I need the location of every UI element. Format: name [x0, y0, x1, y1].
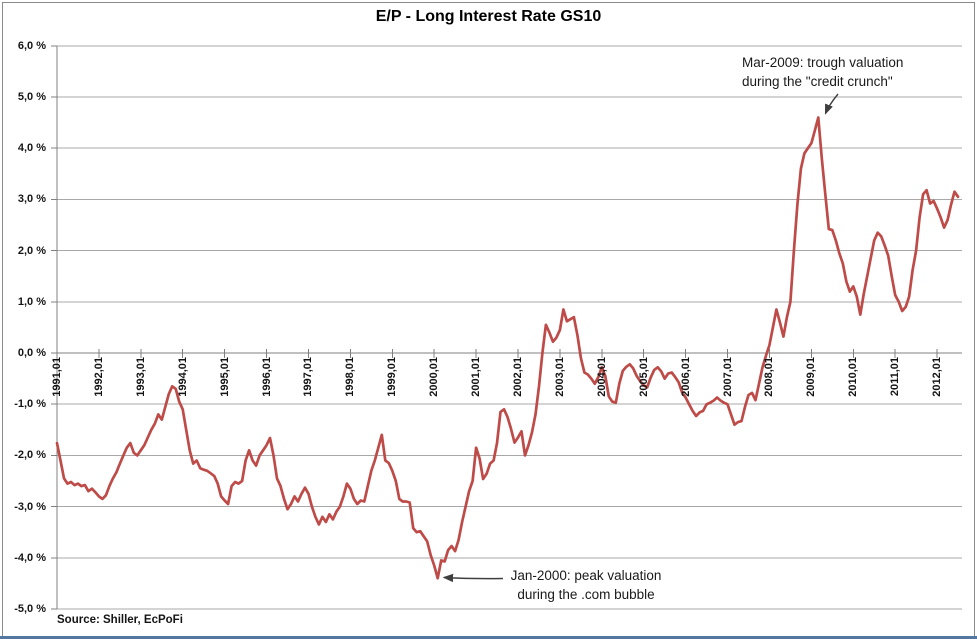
x-axis-label: 1993,01	[134, 357, 147, 397]
y-axis-label: 4,0 %	[17, 142, 46, 155]
x-axis-label: 2000,01	[428, 357, 441, 397]
source-note: Source: Shiller, EcPoFi	[57, 614, 183, 626]
y-axis-label: -4,0 %	[14, 551, 46, 564]
x-axis-label: 1999,01	[386, 357, 399, 397]
y-axis-label: -2,0 %	[14, 449, 46, 462]
y-axis-label: 3,0 %	[17, 193, 46, 206]
annotation-jan-2000: Jan-2000: peak valuation during the .com…	[504, 566, 668, 604]
y-axis-label: 1,0 %	[17, 295, 46, 308]
bottom-edge-line	[0, 636, 977, 639]
x-axis-label: 1991,01	[51, 357, 63, 397]
arrow-to-jan-2000-trough	[442, 573, 504, 583]
arrow-to-mar-2009-peak	[824, 93, 839, 115]
x-axis-label: 2012,01	[931, 357, 944, 397]
x-axis-label: 2009,01	[805, 357, 818, 397]
annotation-jan-2000-line2: during the .com bubble	[517, 587, 655, 602]
x-axis-label: 2006,01	[679, 357, 692, 397]
x-axis-label: 2008,01	[763, 357, 776, 397]
y-axis-label: 2,0 %	[17, 244, 46, 257]
x-axis-label: 2005,01	[637, 357, 650, 397]
y-axis-label: 0,0 %	[17, 347, 46, 359]
y-axis-label: 5,0 %	[17, 91, 46, 103]
annotation-mar-2009-line2: during the "credit crunch"	[742, 74, 893, 89]
annotation-mar-2009: Mar-2009: trough valuation during the "c…	[742, 53, 903, 91]
ep-gs10-line	[55, 116, 960, 580]
x-axis-label: 2002,01	[511, 357, 524, 397]
x-axis-label: 2003,01	[553, 357, 566, 397]
x-axis-label: 2007,01	[721, 357, 734, 397]
x-axis-label: 2001,01	[470, 357, 483, 397]
x-axis-label: 1996,01	[260, 357, 273, 397]
x-axis-label: 2004,01	[595, 357, 608, 397]
y-axis-label: -5,0 %	[14, 603, 46, 615]
x-axis-label: 1997,01	[302, 357, 315, 397]
y-axis-label: -1,0 %	[14, 398, 46, 411]
y-axis-label: -3,0 %	[14, 500, 46, 513]
y-axis-label: 6,0 %	[17, 39, 46, 52]
x-axis-label: 1998,01	[344, 357, 357, 397]
x-axis-label: 2011,01	[889, 357, 902, 397]
x-axis-label: 2010,01	[847, 357, 860, 397]
x-axis-label: 1995,01	[218, 357, 231, 397]
annotation-mar-2009-line1: Mar-2009: trough valuation	[742, 55, 904, 70]
chart-title: E/P - Long Interest Rate GS10	[375, 8, 602, 25]
x-axis-label: 1992,01	[92, 357, 105, 397]
annotation-jan-2000-line1: Jan-2000: peak valuation	[510, 568, 662, 583]
x-axis-label: 1994,01	[176, 357, 189, 397]
